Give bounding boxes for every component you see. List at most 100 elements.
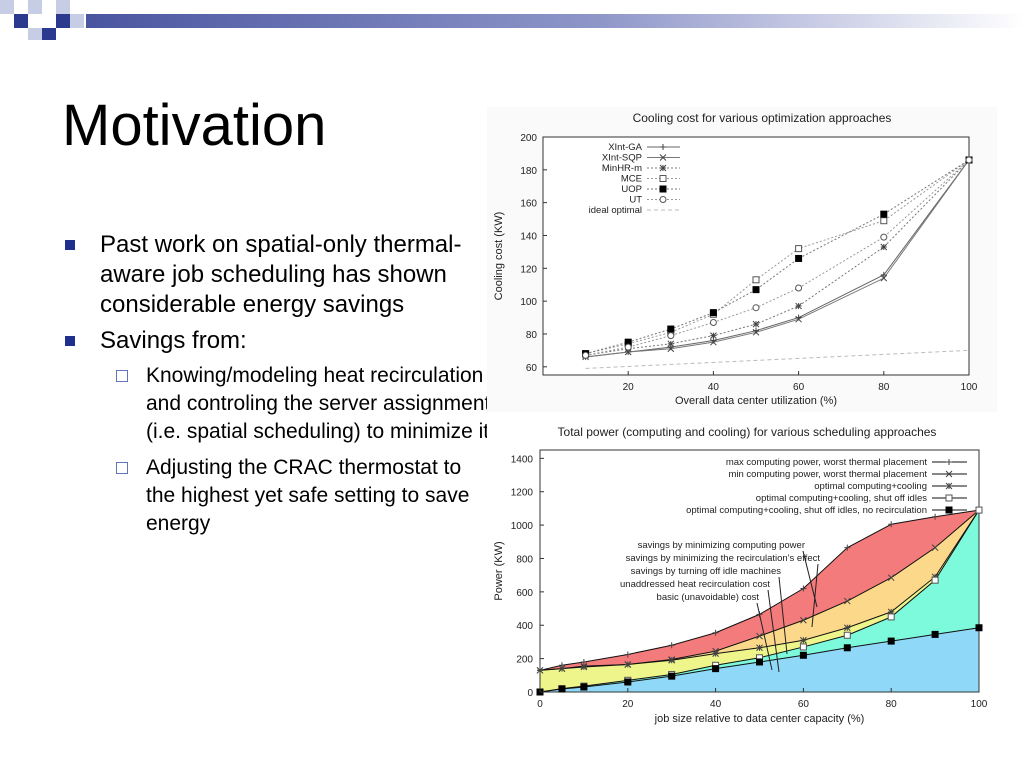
y-tick-label: 100 bbox=[520, 297, 537, 308]
x-tick-label: 0 bbox=[537, 699, 543, 710]
x-tick-label: 40 bbox=[710, 699, 722, 710]
square-bullet-icon bbox=[65, 240, 75, 250]
bullet-text: Past work on spatial-only thermal-aware … bbox=[100, 231, 462, 318]
data-point bbox=[888, 521, 895, 528]
series-line bbox=[539, 509, 980, 693]
deco-square bbox=[0, 0, 14, 14]
y-tick-label: 200 bbox=[520, 133, 537, 144]
data-point bbox=[756, 658, 763, 666]
annotation-label: savings by minimizing computing power bbox=[638, 540, 805, 551]
series-line bbox=[585, 159, 970, 355]
x-tick-label: 60 bbox=[793, 382, 805, 393]
deco-square bbox=[42, 28, 56, 40]
data-point bbox=[558, 685, 566, 693]
legend-marker bbox=[945, 470, 953, 478]
data-point bbox=[931, 630, 939, 638]
x-tick-label: 60 bbox=[798, 699, 810, 710]
data-point bbox=[795, 302, 802, 310]
data-point bbox=[756, 644, 763, 652]
y-tick-label: 0 bbox=[527, 688, 533, 699]
annotation-leader bbox=[811, 563, 819, 628]
data-point bbox=[800, 585, 807, 592]
data-point bbox=[795, 245, 803, 253]
data-point bbox=[795, 254, 803, 262]
data-point bbox=[800, 636, 807, 644]
deco-square bbox=[70, 14, 84, 28]
legend-label: UOP bbox=[621, 184, 642, 195]
data-point bbox=[843, 644, 851, 652]
legend-label: max computing power, worst thermal place… bbox=[726, 457, 928, 468]
cooling-cost-chart: Cooling cost for various optimization ap… bbox=[487, 107, 997, 412]
data-point bbox=[558, 665, 566, 672]
x-tick-label: 80 bbox=[886, 699, 898, 710]
data-point bbox=[624, 343, 632, 351]
data-point bbox=[756, 632, 763, 640]
legend-marker bbox=[945, 482, 953, 490]
data-point bbox=[624, 348, 632, 356]
annotation-label: unaddressed heat recirculation cost bbox=[620, 579, 770, 590]
data-point bbox=[752, 276, 760, 284]
legend-label: optimal computing+cooling bbox=[814, 481, 927, 492]
data-point bbox=[843, 624, 851, 632]
legend-label: optimal computing+cooling, shut off idle… bbox=[686, 505, 927, 516]
y-tick-label: 160 bbox=[520, 199, 537, 210]
y-tick-label: 400 bbox=[516, 621, 533, 632]
data-point bbox=[975, 506, 983, 514]
legend-marker bbox=[659, 185, 667, 193]
bullet-text: Savings from: bbox=[100, 327, 247, 354]
y-tick-label: 1400 bbox=[511, 454, 534, 465]
data-point bbox=[580, 683, 588, 691]
y-tick-label: 80 bbox=[526, 330, 538, 341]
sub-bullet-text: Adjusting the CRAC thermostat to the hig… bbox=[146, 456, 470, 535]
y-tick-label: 200 bbox=[516, 655, 533, 666]
data-point bbox=[975, 624, 983, 632]
deco-square bbox=[28, 28, 42, 40]
area-band bbox=[540, 510, 979, 671]
data-point bbox=[880, 233, 888, 241]
sub-bullet-item: Knowing/modeling heat recirculation and … bbox=[62, 362, 492, 446]
header-gradient-band bbox=[86, 14, 1024, 28]
legend-label: min computing power, worst thermal place… bbox=[728, 469, 927, 480]
data-point bbox=[880, 217, 888, 225]
y-axis-label: Power (KW) bbox=[493, 541, 505, 600]
y-tick-label: 140 bbox=[520, 231, 537, 242]
deco-square bbox=[56, 0, 70, 14]
data-point bbox=[668, 656, 676, 664]
legend-label: optimal computing+cooling, shut off idle… bbox=[756, 493, 927, 504]
data-point bbox=[795, 284, 803, 292]
data-point bbox=[624, 651, 631, 658]
x-tick-label: 100 bbox=[961, 382, 978, 393]
data-point bbox=[667, 325, 675, 333]
data-point bbox=[712, 629, 719, 636]
square-bullet-icon bbox=[65, 336, 75, 346]
legend-marker bbox=[659, 196, 667, 203]
data-point bbox=[965, 156, 973, 164]
legend-marker bbox=[659, 154, 667, 161]
header-decoration bbox=[0, 0, 1024, 40]
x-axis-label: Overall data center utilization (%) bbox=[675, 395, 837, 407]
legend-marker bbox=[946, 459, 952, 465]
data-point bbox=[667, 340, 675, 348]
legend-marker bbox=[659, 175, 667, 182]
data-point bbox=[580, 663, 588, 671]
legend-marker bbox=[659, 164, 667, 172]
data-point bbox=[844, 544, 851, 551]
y-tick-label: 1000 bbox=[511, 521, 534, 532]
legend-label: XInt-GA bbox=[608, 142, 642, 153]
sub-bullet-item: Adjusting the CRAC thermostat to the hig… bbox=[62, 454, 492, 538]
series-line bbox=[539, 509, 980, 671]
data-point bbox=[887, 613, 895, 621]
legend-marker bbox=[945, 494, 953, 502]
data-point bbox=[887, 608, 895, 616]
legend-marker bbox=[660, 144, 666, 150]
annotation-label: savings by minimizing the recirculation'… bbox=[626, 553, 821, 564]
data-point bbox=[880, 243, 888, 251]
bullet-list: Past work on spatial-only thermal-aware … bbox=[62, 230, 492, 546]
legend-label: ideal optimal bbox=[589, 205, 642, 216]
hollow-square-bullet-icon bbox=[116, 462, 128, 474]
data-point bbox=[624, 661, 632, 668]
chart-title: Cooling cost for various optimization ap… bbox=[633, 111, 892, 125]
data-point bbox=[709, 318, 717, 326]
y-axis-label: Cooling cost (KW) bbox=[493, 212, 505, 301]
sub-bullet-text: Knowing/modeling heat recirculation and … bbox=[146, 364, 491, 443]
